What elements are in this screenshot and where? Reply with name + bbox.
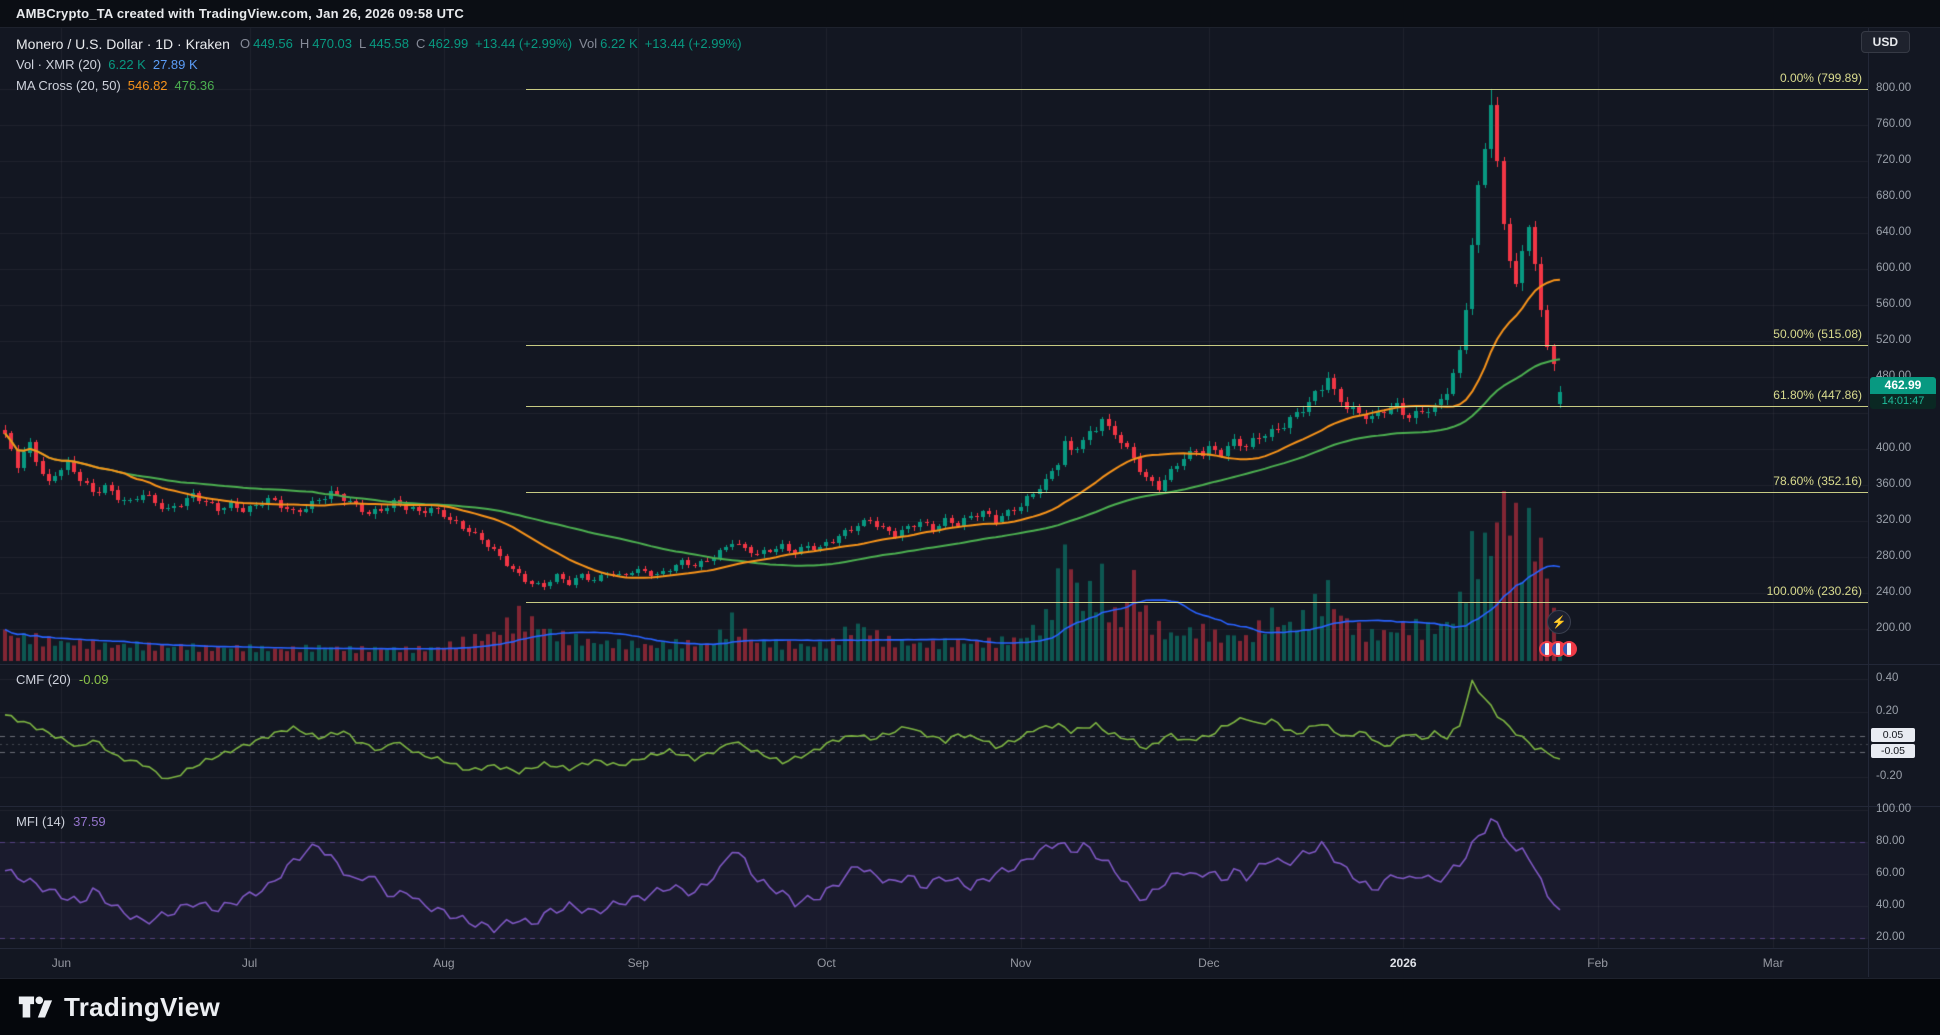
countdown-timer: 14:01:47 bbox=[1870, 394, 1936, 410]
cmf-axis-label: -0.20 bbox=[1876, 769, 1903, 782]
fib-line[interactable] bbox=[526, 492, 1868, 493]
symbol-legend-row[interactable]: Monero / U.S. Dollar · 1D · Kraken O 449… bbox=[16, 33, 742, 54]
tradingview-logo[interactable]: TradingView bbox=[16, 988, 220, 1026]
price-axis-label: 720.00 bbox=[1876, 154, 1912, 166]
symbol-title[interactable]: Monero / U.S. Dollar · 1D · Kraken bbox=[16, 35, 230, 52]
time-axis-label: Aug bbox=[433, 956, 455, 970]
cmf-axis-label: 0.40 bbox=[1876, 671, 1899, 684]
fib-line[interactable] bbox=[526, 406, 1868, 407]
pane-separator[interactable] bbox=[0, 664, 1940, 665]
time-axis-label: Dec bbox=[1198, 956, 1220, 970]
mfi-axis-label: 100.00 bbox=[1876, 803, 1912, 815]
time-axis-label: 2026 bbox=[1389, 956, 1417, 970]
fib-line[interactable] bbox=[526, 602, 1868, 603]
time-axis-label: Mar bbox=[1762, 956, 1784, 970]
time-axis-label: Jun bbox=[51, 956, 72, 970]
event-flag-icon[interactable] bbox=[1561, 641, 1577, 657]
time-axis-label: Jul bbox=[241, 956, 258, 970]
fib-label: 50.00% (515.08) bbox=[1773, 327, 1862, 341]
mfi-axis-label: 80.00 bbox=[1876, 835, 1905, 847]
pane-separator[interactable] bbox=[0, 806, 1940, 807]
volume-label: Vol bbox=[579, 36, 598, 51]
mfi-indicator-row[interactable]: MFI (14) 37.59 bbox=[16, 814, 106, 829]
low-label: L bbox=[359, 36, 367, 51]
price-axis-label: 280.00 bbox=[1876, 550, 1912, 562]
chart-legend: Monero / U.S. Dollar · 1D · Kraken O 449… bbox=[16, 33, 742, 96]
mfi-axis-label: 40.00 bbox=[1876, 899, 1905, 911]
fib-label: 78.60% (352.16) bbox=[1773, 474, 1862, 488]
last-price-badge: 462.99 14:01:47 bbox=[1870, 377, 1936, 410]
volume-ma-value: 27.89 K bbox=[152, 57, 198, 72]
volume-indicator-title: Vol · XMR (20) bbox=[16, 57, 102, 72]
volume-indicator-value: 6.22 K bbox=[108, 57, 146, 72]
close-value: 462.99 bbox=[428, 36, 469, 51]
time-axis-label: Oct bbox=[817, 956, 836, 970]
fib-label: 100.00% (230.26) bbox=[1766, 584, 1862, 598]
cmf-axis-label: 0.20 bbox=[1876, 704, 1899, 717]
cmf-title: CMF (20) bbox=[16, 672, 71, 687]
cmf-value: -0.09 bbox=[78, 672, 109, 687]
price-axis-label: 680.00 bbox=[1876, 190, 1912, 202]
volume-value: 6.22 K bbox=[600, 36, 638, 51]
event-flags[interactable] bbox=[1539, 641, 1577, 657]
tradingview-logo-icon bbox=[18, 996, 53, 1018]
price-axis-label: 200.00 bbox=[1876, 622, 1912, 634]
attribution-header: AMBCrypto_TA created with TradingView.co… bbox=[0, 0, 1940, 28]
ma-cross-title: MA Cross (20, 50) bbox=[16, 78, 121, 93]
price-axis-label: 800.00 bbox=[1876, 82, 1912, 94]
cmf-indicator-row[interactable]: CMF (20) -0.09 bbox=[16, 672, 109, 687]
high-value: 470.03 bbox=[312, 36, 353, 51]
event-lightning-icon[interactable]: ⚡ bbox=[1547, 610, 1571, 634]
price-axis-label: 240.00 bbox=[1876, 586, 1912, 598]
ma-fast-value: 546.82 bbox=[127, 78, 168, 93]
tradingview-wordmark: TradingView bbox=[64, 991, 220, 1022]
open-label: O bbox=[239, 36, 251, 51]
attribution-text: AMBCrypto_TA created with TradingView.co… bbox=[16, 6, 464, 21]
cmf-level-badge: -0.05 bbox=[1871, 744, 1915, 759]
high-label: H bbox=[299, 36, 310, 51]
fib-label: 61.80% (447.86) bbox=[1773, 388, 1862, 402]
pane-separator bbox=[0, 948, 1940, 949]
ma-slow-value: 476.36 bbox=[174, 78, 215, 93]
mfi-title: MFI (14) bbox=[16, 814, 66, 829]
cmf-level-badge: 0.05 bbox=[1871, 728, 1915, 743]
mfi-value: 37.59 bbox=[73, 814, 106, 829]
price-axis-label: 400.00 bbox=[1876, 442, 1912, 454]
currency-usd-button[interactable]: USD bbox=[1860, 31, 1910, 53]
price-axis-label: 760.00 bbox=[1876, 118, 1912, 130]
price-axis-label: 600.00 bbox=[1876, 262, 1912, 274]
time-axis[interactable]: Jun Jul Aug Sep Oct Nov Dec 2026 Feb Mar bbox=[0, 948, 1940, 977]
fib-line[interactable] bbox=[526, 345, 1868, 346]
volume-change-value: +13.44 (+2.99%) bbox=[644, 36, 742, 51]
change-value: +13.44 (+2.99%) bbox=[475, 36, 573, 51]
price-axis-label: 320.00 bbox=[1876, 514, 1912, 526]
close-label: C bbox=[416, 36, 426, 51]
low-value: 445.58 bbox=[369, 36, 410, 51]
footer-bar: TradingView bbox=[0, 978, 1940, 1035]
time-axis-label: Nov bbox=[1010, 956, 1032, 970]
fib-label: 0.00% (799.89) bbox=[1779, 71, 1862, 85]
open-value: 449.56 bbox=[253, 36, 293, 51]
price-axis-label: 560.00 bbox=[1876, 298, 1912, 310]
price-axis-label: 360.00 bbox=[1876, 478, 1912, 490]
time-axis-label: Sep bbox=[627, 956, 649, 970]
price-axis-label: 640.00 bbox=[1876, 226, 1912, 238]
last-price-value: 462.99 bbox=[1870, 377, 1936, 395]
axis-separator bbox=[1868, 28, 1869, 977]
time-axis-label: Feb bbox=[1587, 956, 1608, 970]
volume-indicator-row[interactable]: Vol · XMR (20) 6.22 K 27.89 K bbox=[16, 54, 742, 75]
mfi-axis-label: 60.00 bbox=[1876, 867, 1905, 879]
price-axis-label: 520.00 bbox=[1876, 334, 1912, 346]
fib-line[interactable] bbox=[526, 89, 1868, 90]
ma-cross-indicator-row[interactable]: MA Cross (20, 50) 546.82 476.36 bbox=[16, 75, 742, 96]
mfi-axis-label: 20.00 bbox=[1876, 931, 1905, 943]
